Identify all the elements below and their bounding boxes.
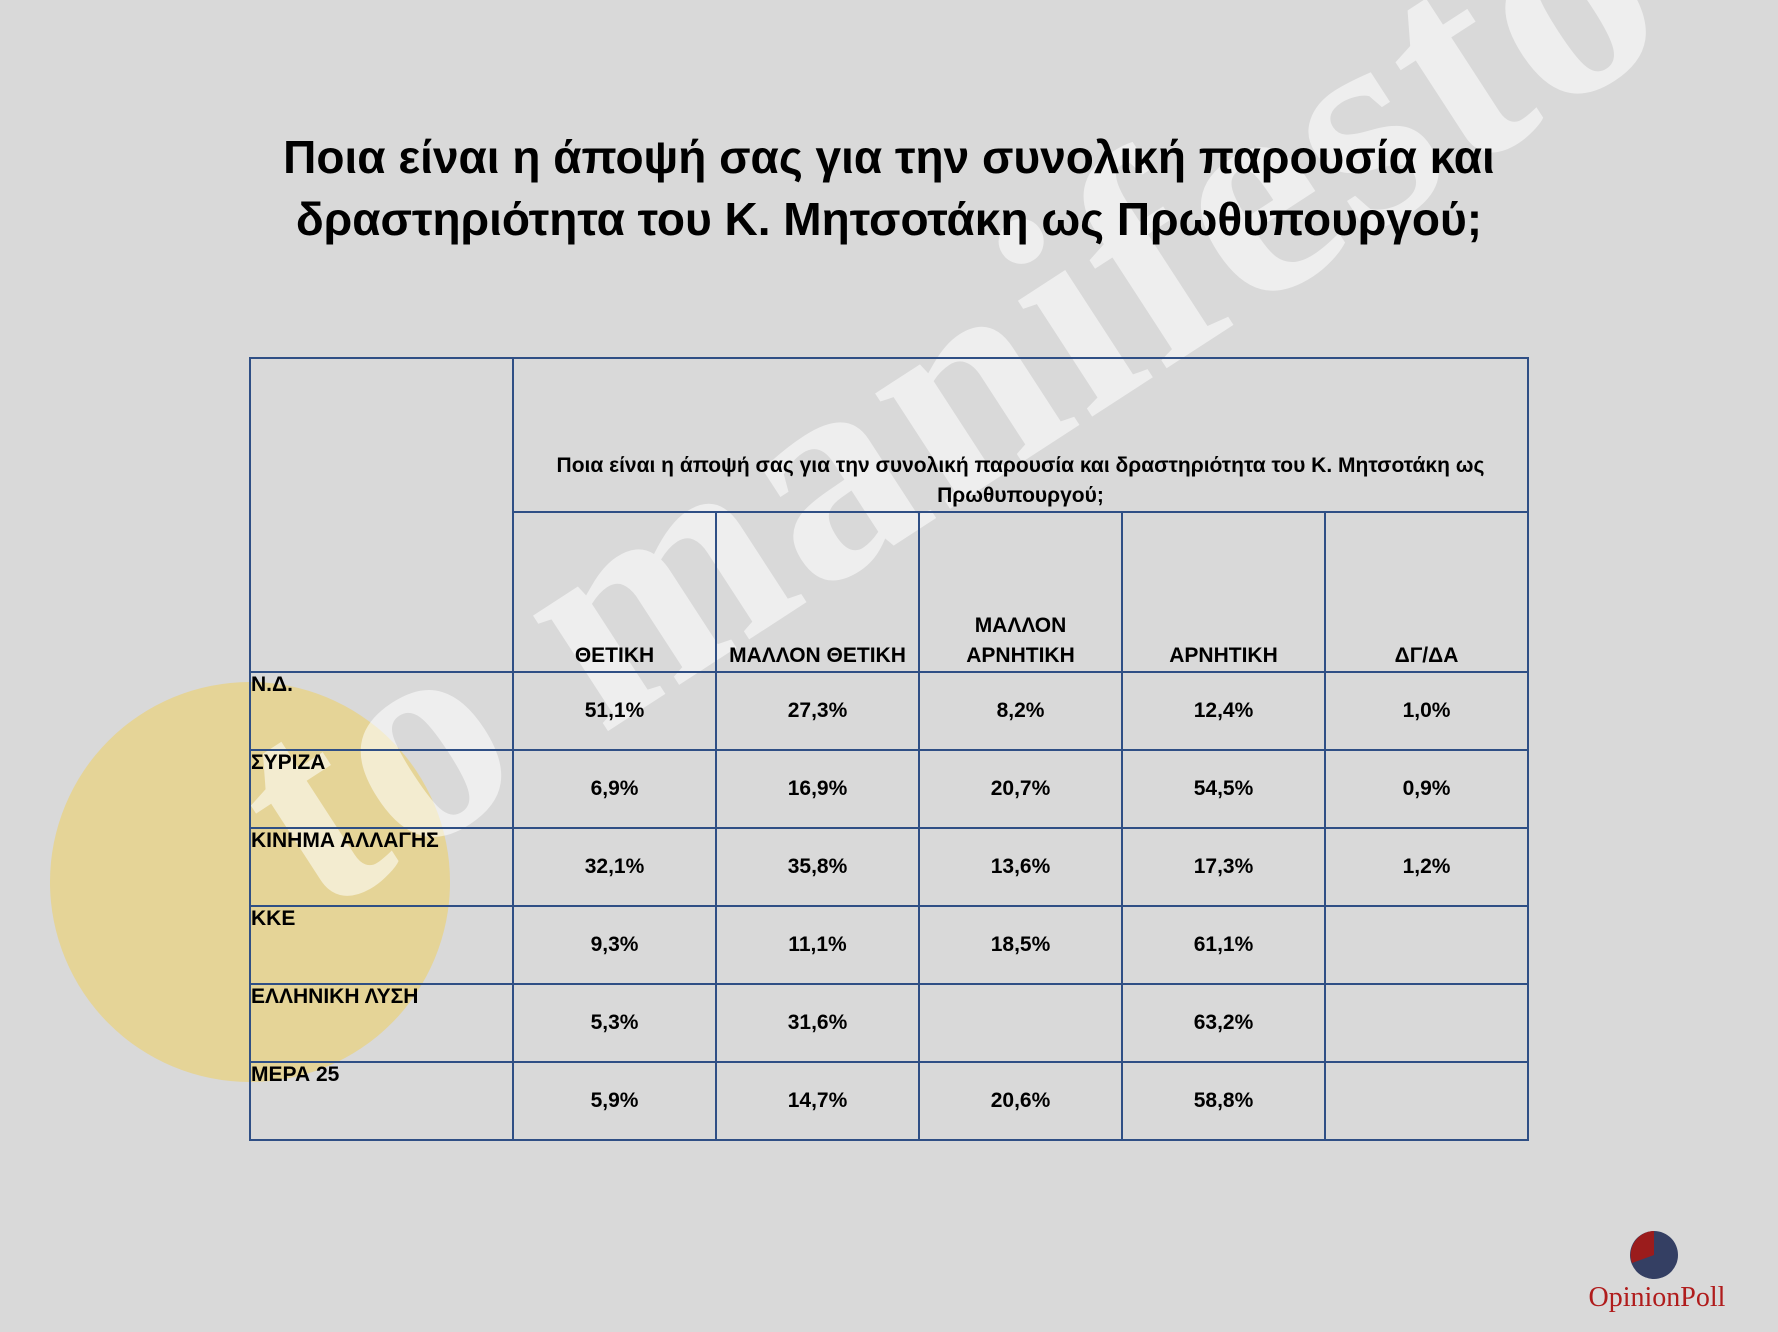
slide-title: Ποια είναι η άποψή σας για την συνολική … <box>283 131 1495 245</box>
value-cell: 58,8% <box>1121 1061 1326 1141</box>
opinionpoll-pie-logo-icon <box>1630 1231 1678 1279</box>
value-cell: 1,2% <box>1324 827 1529 907</box>
value-cell: 27,3% <box>715 671 920 751</box>
table-row: ΚΚΕ 9,3% 11,1% 18,5% 61,1% <box>249 905 1529 985</box>
value-cell: 12,4% <box>1121 671 1326 751</box>
value-cell: 11,1% <box>715 905 920 985</box>
value-cell: 0,9% <box>1324 749 1529 829</box>
value-cell: 9,3% <box>512 905 717 985</box>
column-header: ΜΑΛΛΟΝ ΘΕΤΙΚΗ <box>715 511 920 673</box>
value-cell: 16,9% <box>715 749 920 829</box>
value-cell <box>918 983 1123 1063</box>
value-cell <box>1324 1061 1529 1141</box>
table-row: ΣΥΡΙΖΑ 6,9% 16,9% 20,7% 54,5% 0,9% <box>249 749 1529 829</box>
opinionpoll-logo: OpinionPoll <box>1577 1228 1737 1318</box>
value-cell: 6,9% <box>512 749 717 829</box>
table-header-row: Ποια είναι η άποψή σας για την συνολική … <box>249 357 1529 673</box>
row-label: ΚΚΕ <box>249 905 514 985</box>
value-cell: 20,6% <box>918 1061 1123 1141</box>
value-cell: 5,9% <box>512 1061 717 1141</box>
value-cell <box>1324 983 1529 1063</box>
table-row: Ν.Δ. 51,1% 27,3% 8,2% 12,4% 1,0% <box>249 671 1529 751</box>
value-cell: 20,7% <box>918 749 1123 829</box>
logo-text: OpinionPoll <box>1588 1282 1726 1313</box>
column-header: ΜΑΛΛΟΝ ΑΡΝΗΤΙΚΗ <box>918 511 1123 673</box>
value-cell: 14,7% <box>715 1061 920 1141</box>
value-cell: 31,6% <box>715 983 920 1063</box>
table-row: ΜΕΡΑ 25 5,9% 14,7% 20,6% 58,8% <box>249 1061 1529 1141</box>
column-header: ΔΓ/ΔΑ <box>1324 511 1529 673</box>
value-cell: 5,3% <box>512 983 717 1063</box>
value-cell: 54,5% <box>1121 749 1326 829</box>
poll-table: Ποια είναι η άποψή σας για την συνολική … <box>249 357 1529 1141</box>
value-cell: 51,1% <box>512 671 717 751</box>
row-label: ΣΥΡΙΖΑ <box>249 749 514 829</box>
row-label: ΜΕΡΑ 25 <box>249 1061 514 1141</box>
corner-cell <box>249 357 514 673</box>
value-cell: 13,6% <box>918 827 1123 907</box>
value-cell <box>1324 905 1529 985</box>
value-cell: 35,8% <box>715 827 920 907</box>
table-body: Ν.Δ. 51,1% 27,3% 8,2% 12,4% 1,0% ΣΥΡΙΖΑ 6,9% 16,… <box>249 671 1529 1141</box>
column-header-row: ΘΕΤΙΚΗ ΜΑΛΛΟΝ ΘΕΤΙΚΗ ΜΑΛΛΟΝ ΑΡΝΗΤΙΚΗ ΑΡΝΗΤΙ… <box>250 511 1529 673</box>
value-cell: 8,2% <box>918 671 1123 751</box>
column-header: ΘΕΤΙΚΗ <box>512 511 717 673</box>
row-label: ΕΛΛΗΝΙΚΗ ΛΥΣΗ <box>249 983 514 1063</box>
value-cell: 1,0% <box>1324 671 1529 751</box>
row-label: Ν.Δ. <box>249 671 514 751</box>
table-row: ΚΙΝΗΜΑ ΑΛΛΑΓΗΣ 32,1% 35,8% 13,6% 17,3% 1,2% <box>249 827 1529 907</box>
value-cell: 18,5% <box>918 905 1123 985</box>
table-row: ΕΛΛΗΝΙΚΗ ΛΥΣΗ 5,3% 31,6% 63,2% <box>249 983 1529 1063</box>
row-label: ΚΙΝΗΜΑ ΑΛΛΑΓΗΣ <box>249 827 514 907</box>
column-header: ΑΡΝΗΤΙΚΗ <box>1121 511 1326 673</box>
value-cell: 61,1% <box>1121 905 1326 985</box>
question-header: Ποια είναι η άποψή σας για την συνολική … <box>512 357 1529 513</box>
value-cell: 63,2% <box>1121 983 1326 1063</box>
value-cell: 32,1% <box>512 827 717 907</box>
value-cell: 17,3% <box>1121 827 1326 907</box>
